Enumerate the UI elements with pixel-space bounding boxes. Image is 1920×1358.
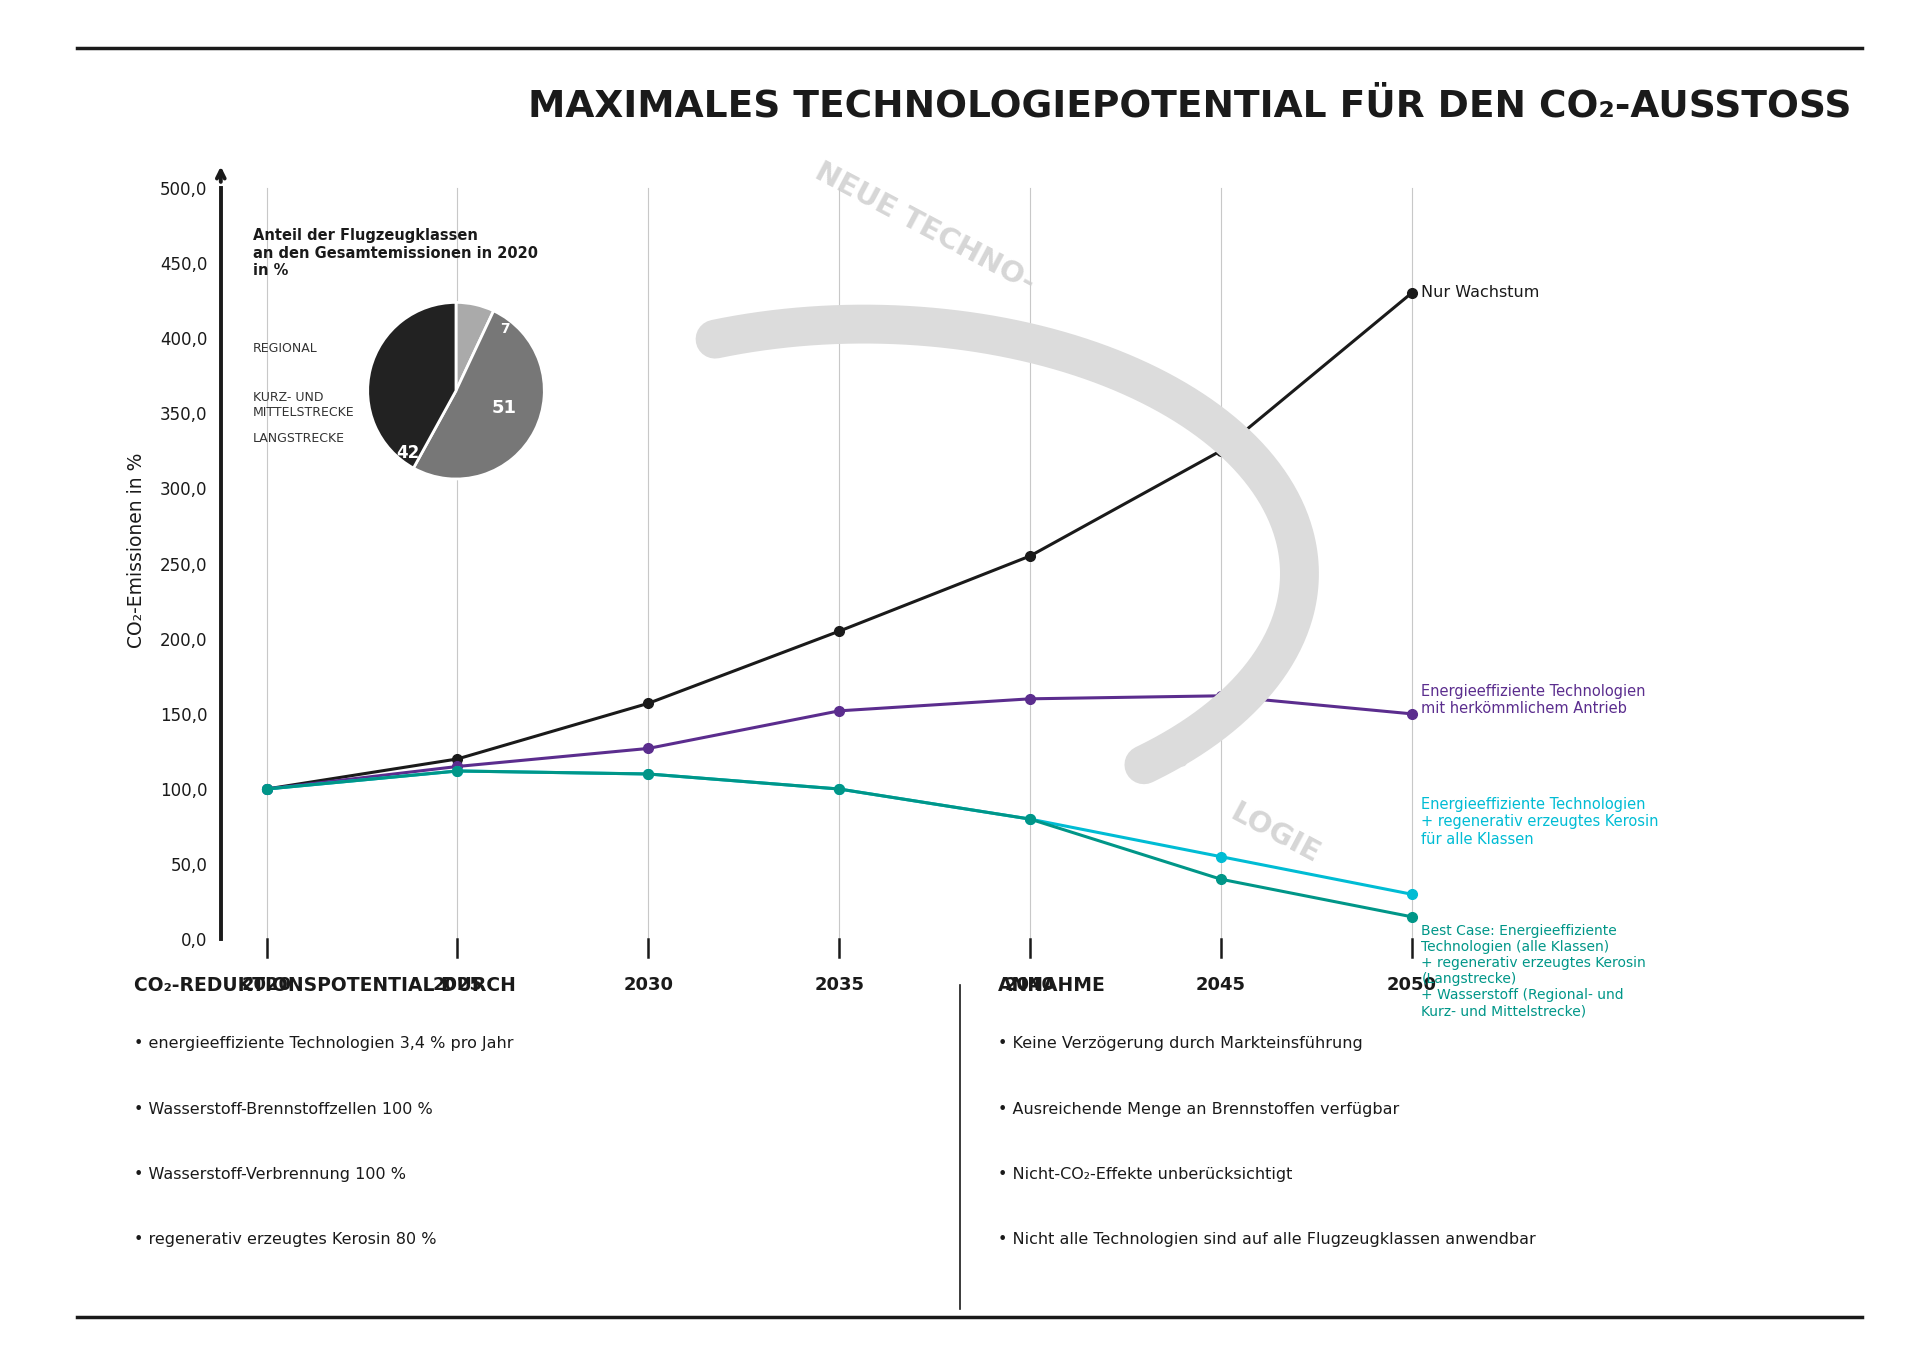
Text: Anteil der Flugzeugklassen
an den Gesamtemissionen in 2020
in %: Anteil der Flugzeugklassen an den Gesamt… [253, 228, 538, 278]
Text: LOGIE: LOGIE [1225, 799, 1325, 869]
Text: • Wasserstoff-Verbrennung 100 %: • Wasserstoff-Verbrennung 100 % [134, 1167, 407, 1181]
Text: Energieeffiziente Technologien
mit herkömmlichem Antrieb: Energieeffiziente Technologien mit herkö… [1421, 684, 1645, 717]
Text: Nur Wachstum: Nur Wachstum [1421, 285, 1540, 300]
Text: • energieeffiziente Technologien 3,4 % pro Jahr: • energieeffiziente Technologien 3,4 % p… [134, 1036, 515, 1051]
Text: KURZ- UND
MITTELSTRECKE: KURZ- UND MITTELSTRECKE [253, 391, 355, 420]
Text: LANGSTRECKE: LANGSTRECKE [253, 432, 346, 445]
Wedge shape [369, 303, 457, 469]
Text: • regenerativ erzeugtes Kerosin 80 %: • regenerativ erzeugtes Kerosin 80 % [134, 1232, 438, 1247]
Text: CO₂-REDUKTIONSPOTENTIAL DURCH: CO₂-REDUKTIONSPOTENTIAL DURCH [134, 976, 516, 995]
Text: • Wasserstoff-Brennstoffzellen 100 %: • Wasserstoff-Brennstoffzellen 100 % [134, 1101, 434, 1116]
Wedge shape [413, 311, 543, 479]
Text: • Nicht alle Technologien sind auf alle Flugzeugklassen anwendbar: • Nicht alle Technologien sind auf alle … [998, 1232, 1536, 1247]
Text: • Nicht-CO₂-Effekte unberücksichtigt: • Nicht-CO₂-Effekte unberücksichtigt [998, 1167, 1292, 1181]
Text: 42: 42 [396, 444, 419, 462]
Text: ANNAHME: ANNAHME [998, 976, 1106, 995]
Y-axis label: CO₂-Emissionen in %: CO₂-Emissionen in % [127, 452, 146, 648]
Text: 51: 51 [492, 399, 516, 417]
Wedge shape [455, 303, 493, 391]
Text: Best Case: Energieeffiziente
Technologien (alle Klassen)
+ regenerativ erzeugtes: Best Case: Energieeffiziente Technologie… [1421, 923, 1645, 1018]
Text: • Keine Verzögerung durch Markteinsführung: • Keine Verzögerung durch Markteinsführu… [998, 1036, 1363, 1051]
Text: REGIONAL: REGIONAL [253, 342, 317, 356]
Text: 7: 7 [499, 322, 509, 335]
Text: • Ausreichende Menge an Brennstoffen verfügbar: • Ausreichende Menge an Brennstoffen ver… [998, 1101, 1400, 1116]
Text: NEUE TECHNO-: NEUE TECHNO- [810, 158, 1039, 297]
Text: MAXIMALES TECHNOLOGIEPOTENTIAL FÜR DEN CO₂-AUSSTOSS: MAXIMALES TECHNOLOGIEPOTENTIAL FÜR DEN C… [528, 88, 1851, 125]
Text: Energieeffiziente Technologien
+ regenerativ erzeugtes Kerosin
für alle Klassen: Energieeffiziente Technologien + regener… [1421, 797, 1659, 847]
